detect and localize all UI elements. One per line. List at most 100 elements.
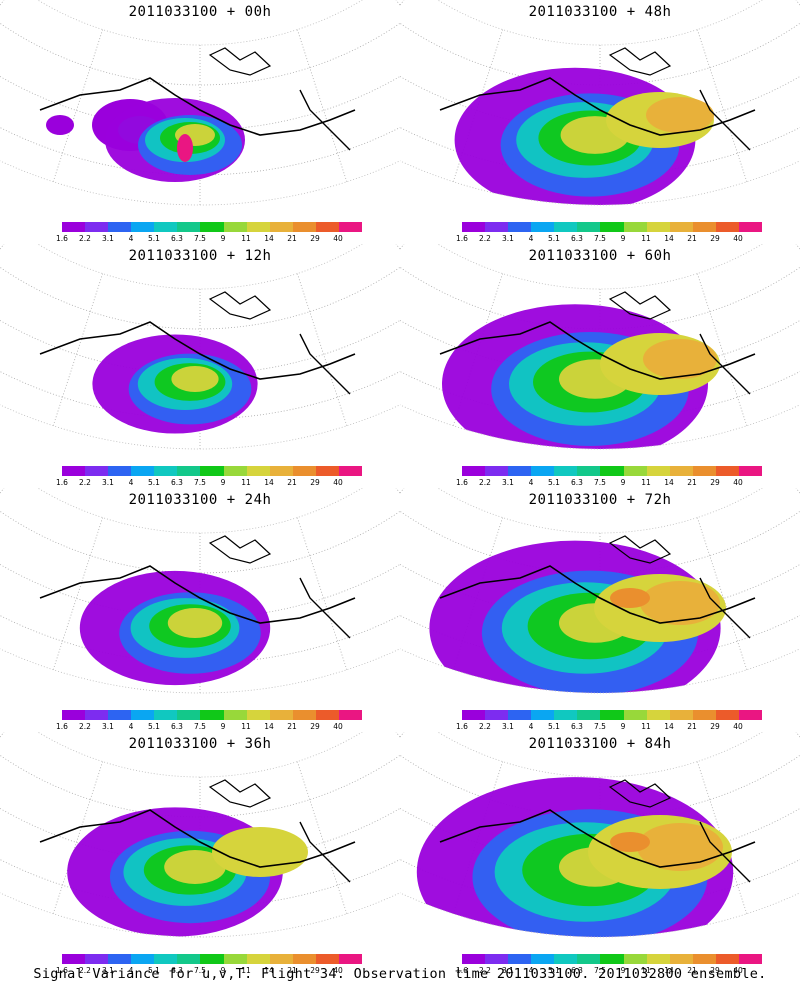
colorbar-swatch	[85, 466, 109, 476]
map-panel-p60: 2011033100 + 60h 1.6 2.2 3.1 4 5.1 6.3 7.5 9 11 14…	[400, 244, 800, 488]
colorbar-swatch	[338, 466, 363, 476]
colorbar-tick-label: 7.5	[594, 478, 606, 487]
colorbar-tick-label: 4	[528, 478, 534, 487]
colorbar-swatch	[338, 710, 363, 720]
colorbar-swatch	[246, 466, 270, 476]
colorbar-tick-label: 2.2	[479, 234, 491, 243]
colorbar-tick-label: 21	[687, 478, 697, 487]
colorbar-swatch	[715, 466, 739, 476]
colorbar-swatch	[246, 222, 270, 232]
colorbar-tick-label: 14	[264, 478, 274, 487]
colorbar	[462, 222, 763, 232]
colorbar-swatch	[600, 954, 624, 964]
panel-title: 2011033100 + 72h	[528, 492, 672, 508]
colorbar-swatch	[177, 466, 201, 476]
colorbar-tick-label: 6.3	[171, 966, 183, 975]
colorbar-swatch	[177, 222, 201, 232]
colorbar-swatch	[154, 466, 178, 476]
colorbar-tick-label: 5.1	[548, 478, 560, 487]
colorbar-tick-label: 7.5	[194, 478, 206, 487]
colorbar-tick-label: 6.3	[571, 234, 583, 243]
colorbar-swatch	[738, 466, 763, 476]
colorbar-tick-label: 4	[528, 722, 534, 731]
colorbar-tick-label: 7.5	[194, 966, 206, 975]
colorbar-tick-label: 11	[241, 478, 251, 487]
colorbar-swatch	[108, 222, 132, 232]
colorbar-swatch	[154, 222, 178, 232]
colorbar-swatch	[738, 954, 763, 964]
colorbar-tick-label: 7.5	[194, 722, 206, 731]
colorbar-tick-label: 21	[687, 722, 697, 731]
colorbar-swatch	[200, 466, 224, 476]
colorbar-labels: 1.6 2.2 3.1 4 5.1 6.3 7.5 9 11 14 21 29 40	[456, 966, 770, 976]
colorbar-tick-label: 40	[733, 478, 743, 487]
panel-title: 2011033100 + 00h	[128, 4, 272, 20]
colorbar-swatch	[485, 954, 509, 964]
colorbar-swatch	[62, 222, 86, 232]
colorbar-swatch	[315, 222, 339, 232]
colorbar-tick-label: 9	[220, 966, 226, 975]
colorbar	[462, 710, 763, 720]
colorbar-swatch	[646, 222, 670, 232]
colorbar-tick-label: 9	[620, 722, 626, 731]
colorbar-swatch	[246, 710, 270, 720]
colorbar-swatch	[292, 466, 316, 476]
colorbar-swatch	[338, 222, 363, 232]
colorbar-swatch	[577, 222, 601, 232]
colorbar-swatch	[338, 954, 363, 964]
colorbar-swatch	[669, 954, 693, 964]
panel-title: 2011033100 + 24h	[128, 492, 272, 508]
colorbar-swatch	[131, 466, 155, 476]
colorbar-labels: 1.6 2.2 3.1 4 5.1 6.3 7.5 9 11 14 21 29 40	[56, 478, 370, 488]
colorbar-tick-label: 3.1	[502, 478, 514, 487]
colorbar-swatch	[292, 954, 316, 964]
projected-map	[0, 244, 400, 450]
colorbar-swatch	[269, 710, 293, 720]
panel-title: 2011033100 + 12h	[128, 248, 272, 264]
colorbar-tick-label: 2.2	[479, 478, 491, 487]
colorbar-swatch	[85, 222, 109, 232]
projected-map	[400, 732, 800, 938]
colorbar-tick-label: 6.3	[571, 966, 583, 975]
projected-map	[0, 0, 400, 206]
colorbar-swatch	[531, 710, 555, 720]
projected-map	[400, 488, 800, 694]
colorbar-swatch	[669, 222, 693, 232]
map-panel-p84: 2011033100 + 84h 1.6 2.2 3.1 4 5.1 6.3 7.5 9 11 14…	[400, 732, 800, 976]
colorbar-tick-label: 11	[641, 722, 651, 731]
colorbar-tick-label: 11	[641, 478, 651, 487]
colorbar-swatch	[462, 954, 486, 964]
colorbar-swatch	[223, 222, 247, 232]
colorbar-tick-label: 3.1	[502, 722, 514, 731]
colorbar-tick-label: 29	[710, 722, 720, 731]
colorbar-tick-label: 6.3	[171, 234, 183, 243]
colorbar-tick-label: 40	[733, 722, 743, 731]
colorbar-tick-label: 14	[664, 478, 674, 487]
colorbar-swatch	[738, 222, 763, 232]
colorbar-tick-label: 1.6	[56, 234, 68, 243]
colorbar-swatch	[108, 466, 132, 476]
colorbar-swatch	[85, 954, 109, 964]
colorbar-tick-label: 5.1	[148, 722, 160, 731]
colorbar-tick-label: 9	[220, 234, 226, 243]
colorbar-tick-label: 3.1	[102, 966, 114, 975]
colorbar-tick-label: 9	[220, 722, 226, 731]
colorbar-tick-label: 3.1	[502, 966, 514, 975]
colorbar-tick-label: 29	[710, 478, 720, 487]
colorbar-swatch	[554, 466, 578, 476]
colorbar-swatch	[62, 954, 86, 964]
map-panel-p12: 2011033100 + 12h 1.6 2.2 3.1 4 5.1 6.3 7.5 9 11 14…	[0, 244, 400, 488]
colorbar-swatch	[315, 954, 339, 964]
colorbar-swatch	[646, 710, 670, 720]
colorbar-tick-label: 1.6	[456, 234, 468, 243]
colorbar-swatch	[62, 466, 86, 476]
colorbar-tick-label: 3.1	[502, 234, 514, 243]
colorbar-labels: 1.6 2.2 3.1 4 5.1 6.3 7.5 9 11 14 21 29 40	[56, 722, 370, 732]
colorbar-tick-label: 9	[620, 966, 626, 975]
colorbar-tick-label: 14	[264, 234, 274, 243]
colorbar-tick-label: 14	[664, 234, 674, 243]
colorbar-tick-label: 4	[528, 234, 534, 243]
colorbar-tick-label: 29	[710, 966, 720, 975]
colorbar-tick-label: 29	[310, 722, 320, 731]
colorbar-swatch	[223, 466, 247, 476]
